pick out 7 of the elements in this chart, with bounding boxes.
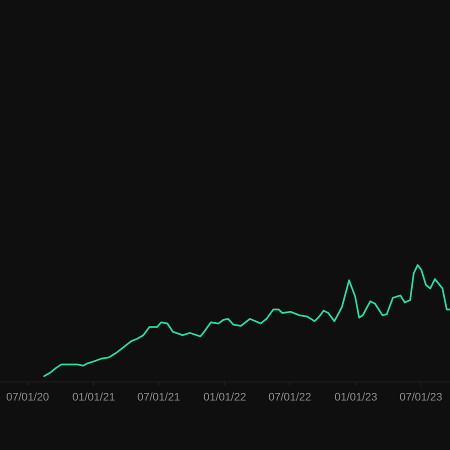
x-tick-label: 07/01/20 — [6, 392, 49, 401]
x-tick-label: 07/01/23 — [400, 392, 442, 401]
x-tick-label: 07/01/21 — [138, 392, 180, 401]
x-tick-label: 01/01/23 — [334, 392, 377, 401]
x-tick-label: 01/01/22 — [204, 392, 246, 401]
x-tick-label: 07/01/22 — [268, 392, 311, 401]
x-tick-label: 01/01/21 — [72, 392, 115, 401]
